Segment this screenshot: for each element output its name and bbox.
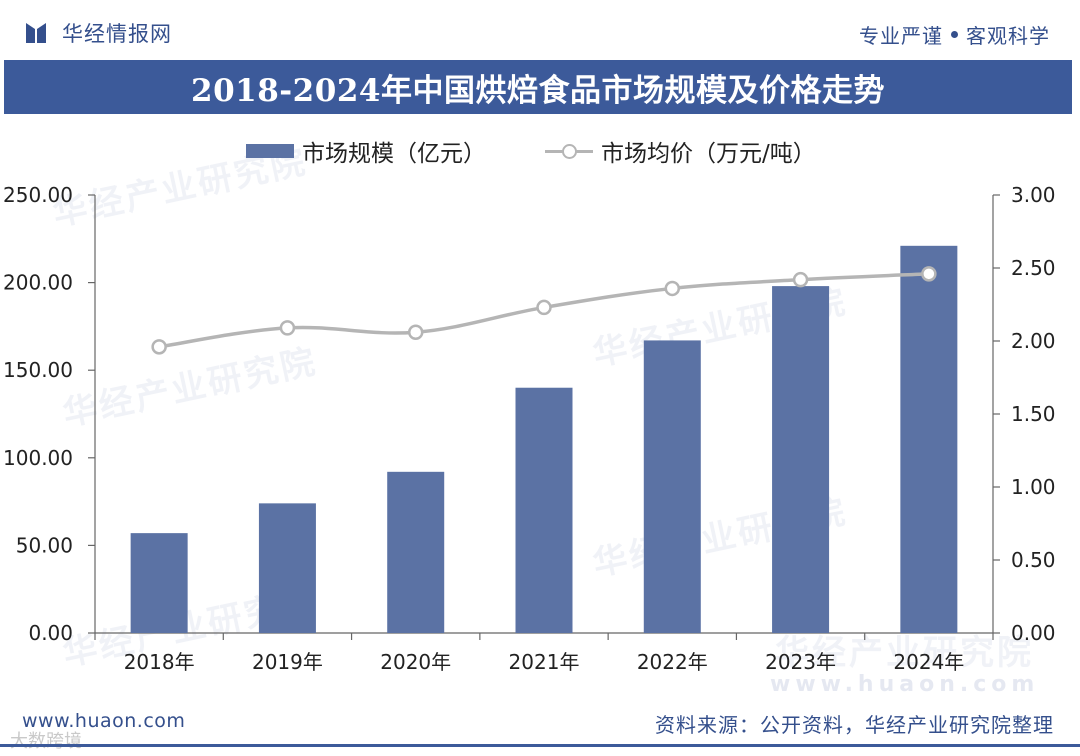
legend-label-market-size: 市场规模（亿元） xyxy=(302,141,486,167)
legend: 市场规模（亿元） 市场均价（万元/吨） xyxy=(0,134,1080,167)
price-point xyxy=(151,339,167,355)
y-right-tick-label: 0.50 xyxy=(1011,548,1056,572)
slogan-left: 专业严谨 xyxy=(859,24,943,48)
x-tick-label: 2024年 xyxy=(893,650,964,674)
y-right-tick-label: 3.00 xyxy=(1011,183,1056,207)
slogan-right: 客观科学 xyxy=(966,24,1050,48)
bar xyxy=(130,533,188,633)
y-left-tick-label: 150.00 xyxy=(3,358,73,382)
chart-title: 2018-2024年中国烘焙食品市场规模及价格走势 xyxy=(191,72,885,109)
price-point xyxy=(536,299,552,316)
y-left-tick-label: 200.00 xyxy=(3,271,73,295)
legend-line-swatch xyxy=(545,143,593,159)
brand-logo-icon xyxy=(26,21,52,45)
bar xyxy=(258,503,316,633)
slogan: 专业严谨 客观科学 xyxy=(859,20,1050,49)
axis-labels: 0.00 50.00 100.00 150.00 200.00 250.00 0.00 0.5… xyxy=(3,183,1056,674)
x-tick-label: 2023年 xyxy=(765,650,836,674)
y-right-tick-label: 1.50 xyxy=(1011,402,1056,426)
brand-name: 华经情报网 xyxy=(62,22,172,46)
y-right-tick-label: 1.00 xyxy=(1011,475,1056,499)
bar xyxy=(387,471,445,633)
header: 华经情报网 专业严谨 客观科学 xyxy=(0,0,1080,58)
y-left-tick-label: 0.00 xyxy=(28,621,73,645)
line-series xyxy=(151,266,937,355)
y-left-tick-label: 250.00 xyxy=(3,183,73,207)
footer-url[interactable]: www.huaon.com xyxy=(22,710,186,732)
footer-divider xyxy=(0,744,1080,747)
legend-bar-swatch xyxy=(246,144,294,158)
x-tick-label: 2022年 xyxy=(637,650,708,674)
bar-series xyxy=(130,245,958,634)
y-right-tick-label: 0.00 xyxy=(1011,621,1056,645)
chart-title-bar: 2018-2024年中国烘焙食品市场规模及价格走势 xyxy=(4,60,1072,114)
x-tick-label: 2020年 xyxy=(380,650,451,674)
y-right-tick-label: 2.50 xyxy=(1011,256,1056,280)
y-left-tick-label: 100.00 xyxy=(3,446,73,470)
bullet-dot-icon xyxy=(951,31,958,38)
price-point xyxy=(921,266,937,282)
price-point xyxy=(664,280,681,297)
y-left-tick-label: 50.00 xyxy=(16,533,73,557)
x-tick-label: 2018年 xyxy=(124,650,195,674)
bar xyxy=(772,286,830,633)
bar xyxy=(643,340,701,633)
combo-chart: 0.00 50.00 100.00 150.00 200.00 250.00 0.00 0.5… xyxy=(3,183,1056,674)
legend-label-avg-price: 市场均价（万元/吨） xyxy=(601,141,816,167)
y-right-tick-label: 2.00 xyxy=(1011,329,1056,353)
price-point xyxy=(279,320,296,336)
brand[interactable]: 华经情报网 xyxy=(26,18,172,48)
bar xyxy=(900,245,958,634)
footer-source: 资料来源：公开资料，华经产业研究院整理 xyxy=(655,713,1054,737)
watermark-url: www.huaon.com xyxy=(770,672,1040,697)
x-tick-label: 2019年 xyxy=(252,650,323,674)
corner-watermark: 大数跨境 xyxy=(10,731,82,752)
bar xyxy=(515,387,573,633)
legend-item-avg-price[interactable]: 市场均价（万元/吨） xyxy=(545,134,816,168)
price-point xyxy=(407,324,424,340)
x-tick-label: 2021年 xyxy=(509,650,580,674)
legend-item-market-size[interactable]: 市场规模（亿元） xyxy=(246,134,486,168)
price-point xyxy=(792,271,809,288)
